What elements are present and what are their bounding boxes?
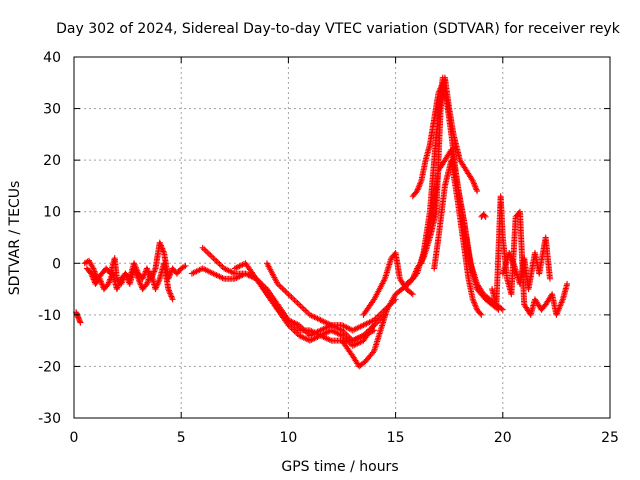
data-point — [286, 292, 293, 299]
data-point — [408, 290, 415, 297]
data-point — [477, 310, 484, 317]
chart-title: Day 302 of 2024, Sidereal Day-to-day VTE… — [56, 21, 621, 37]
x-tick-label: 20 — [494, 430, 512, 446]
data-point — [211, 256, 218, 263]
plot-frame — [73, 56, 611, 419]
data-point — [288, 294, 295, 301]
x-tick-label: 5 — [177, 430, 186, 446]
data-point — [214, 259, 221, 266]
x-tick-label: 15 — [387, 430, 405, 446]
x-axis-label: GPS time / hours — [281, 459, 398, 475]
x-tick-label: 0 — [70, 430, 79, 446]
data-point — [564, 280, 571, 287]
data-point — [282, 288, 289, 295]
x-tick-label: 10 — [279, 430, 297, 446]
grid-lines — [74, 57, 610, 418]
y-tick-label: -30 — [38, 411, 61, 427]
data-point — [210, 255, 217, 262]
y-tick-label: 40 — [43, 50, 61, 66]
data-point — [481, 212, 488, 219]
data-point — [498, 305, 505, 312]
data-point — [474, 188, 481, 195]
data-point — [294, 300, 301, 307]
y-tick-label: 20 — [43, 153, 61, 169]
data-point — [285, 291, 292, 298]
data-point — [280, 286, 287, 293]
data-point — [409, 291, 416, 298]
data-point — [299, 304, 306, 311]
data-point — [499, 306, 506, 313]
data-point — [291, 297, 298, 304]
x-tick-label: 25 — [601, 430, 619, 446]
data-point — [300, 326, 307, 333]
data-point — [303, 308, 310, 315]
data-point — [202, 247, 209, 254]
data-point — [482, 213, 489, 220]
y-tick-label: -20 — [38, 359, 61, 375]
data-point — [204, 249, 211, 256]
data-point — [205, 250, 212, 257]
data-point — [302, 328, 309, 335]
data-point — [296, 301, 303, 308]
data-point — [201, 246, 208, 253]
data-point — [218, 262, 225, 269]
data-point — [289, 295, 296, 302]
y-tick-label: 10 — [43, 205, 61, 221]
data-point — [207, 252, 214, 259]
y-tick-label: 30 — [43, 102, 61, 118]
data-point — [546, 275, 553, 282]
data-point — [478, 311, 485, 318]
axis-ticks: 0 5 10 15 20 25 -30 -20 -10 0 10 20 30 40 — [38, 50, 619, 446]
y-tick-label: -10 — [38, 308, 61, 324]
data-point — [77, 319, 84, 326]
data-point — [302, 307, 309, 314]
data-point — [208, 253, 215, 260]
data-points — [73, 74, 571, 370]
data-point — [371, 322, 378, 329]
data-point — [277, 283, 284, 290]
data-point — [216, 261, 223, 268]
data-point — [199, 244, 206, 251]
y-tick-label: 0 — [52, 256, 61, 272]
data-point — [169, 296, 176, 303]
data-point — [182, 262, 189, 269]
data-point — [293, 298, 300, 305]
data-point — [297, 303, 304, 310]
data-point — [279, 285, 286, 292]
y-axis-label: SDTVAR / TECUs — [7, 181, 23, 296]
data-point — [300, 305, 307, 312]
data-point — [181, 263, 188, 270]
data-point — [283, 289, 290, 296]
